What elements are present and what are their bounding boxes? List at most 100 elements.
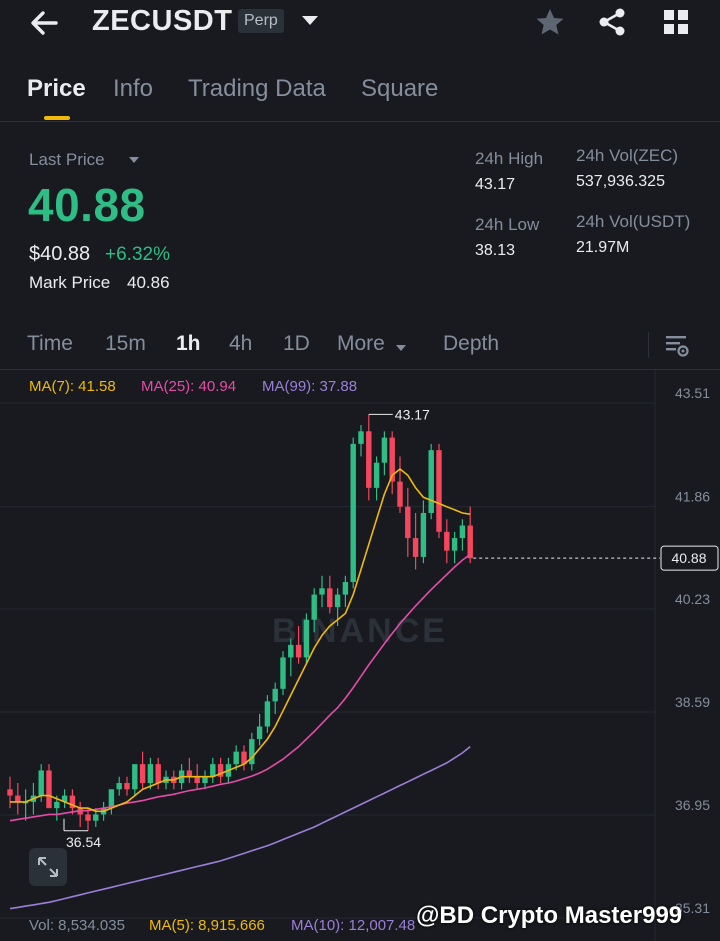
interval-4h[interactable]: 4h bbox=[229, 332, 253, 355]
interval-bar: Time 15m 1h 4h 1D More Depth bbox=[0, 322, 720, 370]
tab-trading-data[interactable]: Trading Data bbox=[188, 75, 326, 102]
current-price-tag-text: 40.88 bbox=[671, 550, 706, 566]
change-percent: +6.32% bbox=[105, 244, 170, 265]
y-tick-label: 43.51 bbox=[675, 385, 710, 401]
candle bbox=[303, 613, 310, 664]
interval-more[interactable]: More bbox=[337, 332, 385, 355]
volume-ma10: MA(10): 12,007.48 bbox=[291, 917, 416, 934]
volume-ma5: MA(5): 8,915.666 bbox=[149, 917, 265, 934]
y-tick-label: 40.23 bbox=[675, 591, 710, 607]
star-icon bbox=[536, 9, 564, 35]
ma25-legend: MA(25): 40.94 bbox=[141, 378, 237, 395]
candle bbox=[358, 425, 364, 457]
expand-icon bbox=[38, 857, 58, 877]
caret-down-icon bbox=[302, 16, 318, 25]
interval-15m[interactable]: 15m bbox=[105, 332, 146, 355]
mark-price-label: Mark Price bbox=[29, 273, 111, 292]
interval-1h[interactable]: 1h bbox=[176, 332, 201, 355]
y-axis-ticks: 43.51 41.86 40.23 38.59 36.95 35.31 bbox=[675, 385, 710, 916]
candle bbox=[342, 575, 349, 608]
candle bbox=[444, 519, 450, 564]
y-tick-label: 35.31 bbox=[675, 900, 710, 916]
y-tick-label: 36.95 bbox=[675, 797, 710, 813]
candle bbox=[397, 456, 403, 513]
current-price-tag bbox=[660, 545, 719, 571]
candle bbox=[451, 531, 458, 564]
candle bbox=[311, 588, 317, 633]
candlestick-chart[interactable]: BINANCE 43.51 41.86 40.23 38.59 36.95 35.31 4… bbox=[0, 370, 720, 941]
candle bbox=[69, 789, 76, 815]
interval-1d[interactable]: 1D bbox=[283, 332, 310, 355]
candle bbox=[241, 745, 247, 771]
candle bbox=[61, 789, 68, 809]
candle bbox=[327, 575, 333, 614]
expand-chart-button[interactable] bbox=[29, 848, 67, 886]
volume-legend-bar: Vol: 8,534.035 MA(5): 8,915.666 MA(10): … bbox=[0, 913, 720, 941]
stat-low-label: 24h Low bbox=[475, 215, 540, 234]
candle bbox=[147, 757, 154, 790]
candle bbox=[381, 431, 388, 476]
share-icon bbox=[599, 8, 625, 36]
tab-info[interactable]: Info bbox=[113, 75, 154, 102]
main-tabs: Price Info Trading Data Square bbox=[0, 70, 720, 122]
candle bbox=[186, 757, 193, 784]
chart-settings-button[interactable] bbox=[663, 332, 691, 360]
candle bbox=[54, 795, 60, 821]
candle bbox=[116, 776, 122, 796]
stat-vol-quote-value: 21.97M bbox=[576, 239, 630, 256]
ma25-line bbox=[9, 553, 471, 822]
candle bbox=[85, 808, 91, 831]
symbol-title[interactable]: ZECUSDT bbox=[92, 5, 233, 37]
top-header: ZECUSDT Perp bbox=[0, 0, 720, 46]
tab-square[interactable]: Square bbox=[361, 75, 439, 102]
arrow-left-icon bbox=[31, 11, 58, 35]
stat-low-value: 38.13 bbox=[475, 242, 516, 259]
volume-value: Vol: 8,534.035 bbox=[29, 917, 125, 934]
last-price-value: 40.88 bbox=[28, 179, 146, 231]
more-dropdown[interactable] bbox=[395, 340, 407, 351]
ma7-legend: MA(7): 41.58 bbox=[29, 378, 116, 395]
candle bbox=[459, 519, 466, 551]
candle bbox=[467, 506, 473, 564]
last-price-label[interactable]: Last Price bbox=[29, 150, 105, 169]
chart-settings-icon bbox=[666, 336, 689, 357]
ma99-line bbox=[9, 745, 471, 910]
favorite-button[interactable] bbox=[533, 6, 567, 38]
last-price-dropdown[interactable] bbox=[127, 153, 141, 165]
low-annotation-label: 36.54 bbox=[66, 834, 101, 850]
interval-divider bbox=[648, 332, 649, 358]
candle bbox=[428, 443, 434, 520]
candle bbox=[132, 764, 138, 796]
candle bbox=[202, 770, 208, 790]
candle bbox=[210, 757, 216, 784]
interval-depth[interactable]: Depth bbox=[443, 332, 500, 355]
candle bbox=[272, 682, 278, 714]
candle bbox=[155, 757, 161, 790]
stat-high-value: 43.17 bbox=[475, 176, 516, 193]
mark-price-value: 40.86 bbox=[127, 273, 170, 292]
candle bbox=[295, 626, 302, 664]
candle bbox=[124, 776, 130, 796]
candle bbox=[436, 443, 442, 539]
stat-vol-base-value: 537,936.325 bbox=[576, 173, 665, 190]
candle bbox=[405, 487, 411, 557]
interval-time[interactable]: Time bbox=[27, 332, 73, 355]
share-button[interactable] bbox=[595, 6, 629, 38]
perp-badge: Perp bbox=[238, 9, 284, 33]
stat-high-label: 24h High bbox=[475, 149, 544, 168]
candle bbox=[350, 437, 356, 589]
candle bbox=[256, 713, 263, 746]
symbol-dropdown-button[interactable] bbox=[300, 8, 320, 32]
candle bbox=[373, 456, 380, 501]
y-tick-label: 41.86 bbox=[675, 489, 710, 505]
creator-watermark: @BD Crypto Master999 bbox=[416, 902, 683, 929]
back-button[interactable] bbox=[28, 8, 64, 38]
caret-down-icon bbox=[396, 345, 406, 351]
layout-grid-button[interactable] bbox=[660, 6, 692, 38]
candle bbox=[7, 776, 13, 809]
candle bbox=[420, 500, 427, 564]
candle bbox=[389, 431, 395, 495]
tab-price[interactable]: Price bbox=[27, 75, 86, 102]
ma99-legend: MA(99): 37.88 bbox=[262, 378, 358, 395]
candle bbox=[139, 751, 146, 790]
